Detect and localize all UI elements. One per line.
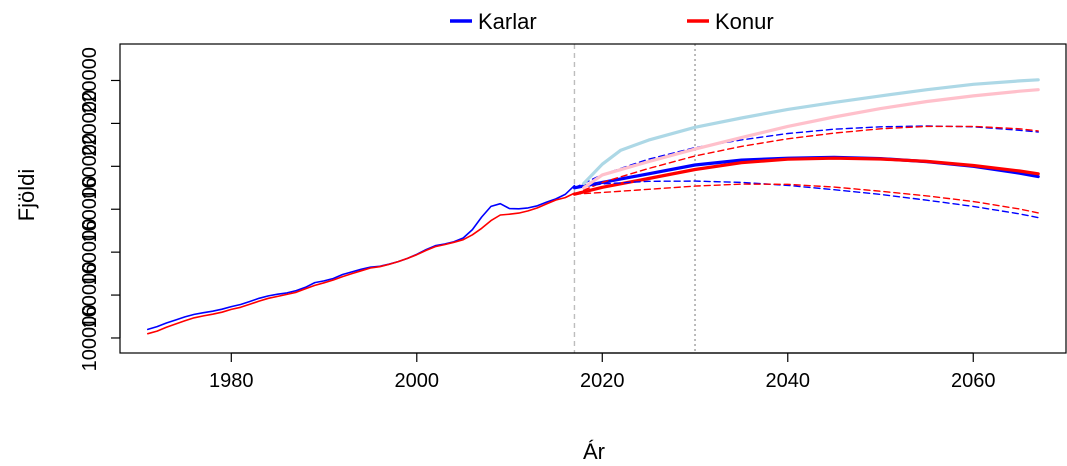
series-line-konur-projection-median: [572, 156, 1040, 196]
reference-lines: [573, 44, 696, 353]
series-line-karlar-observed: [147, 184, 576, 331]
x-tick-label: 2040: [766, 370, 811, 392]
x-tick-label: 2020: [580, 370, 625, 392]
y-tick-label: 160000: [79, 133, 101, 200]
y-axis: 1000001600001600001600001600002200002200…: [79, 47, 121, 372]
x-tick-label: 2060: [951, 370, 996, 392]
legend-label-konur: Konur: [715, 9, 774, 34]
legend: Karlar Konur: [450, 9, 774, 34]
x-axis: 1980 2000 2020 2040 2060: [209, 352, 996, 392]
y-tick-label: 220000: [79, 90, 101, 157]
series-line-konur-projection-high: [582, 88, 1040, 190]
series-line-konur-projection-lower: [573, 183, 1039, 214]
series-line-karlar-projection-high: [582, 78, 1040, 186]
y-tick-label: 220000: [79, 47, 101, 114]
y-tick-label: 160000: [79, 219, 101, 286]
series-line-konur-observed: [147, 192, 576, 335]
y-tick-label: 160000: [79, 262, 101, 329]
x-axis-label: Ár: [583, 439, 605, 464]
chart-series: [147, 78, 1040, 335]
legend-label-karlar: Karlar: [478, 9, 537, 34]
y-tick-label: 100000: [79, 305, 101, 372]
series-line-konur-projection-upper: [573, 125, 1039, 195]
x-tick-label: 2000: [395, 370, 440, 392]
y-axis-label: Fjöldi: [14, 169, 39, 222]
series-line-karlar-projection-lower: [573, 180, 1039, 219]
x-tick-label: 1980: [209, 370, 254, 392]
y-tick-label: 160000: [79, 176, 101, 243]
